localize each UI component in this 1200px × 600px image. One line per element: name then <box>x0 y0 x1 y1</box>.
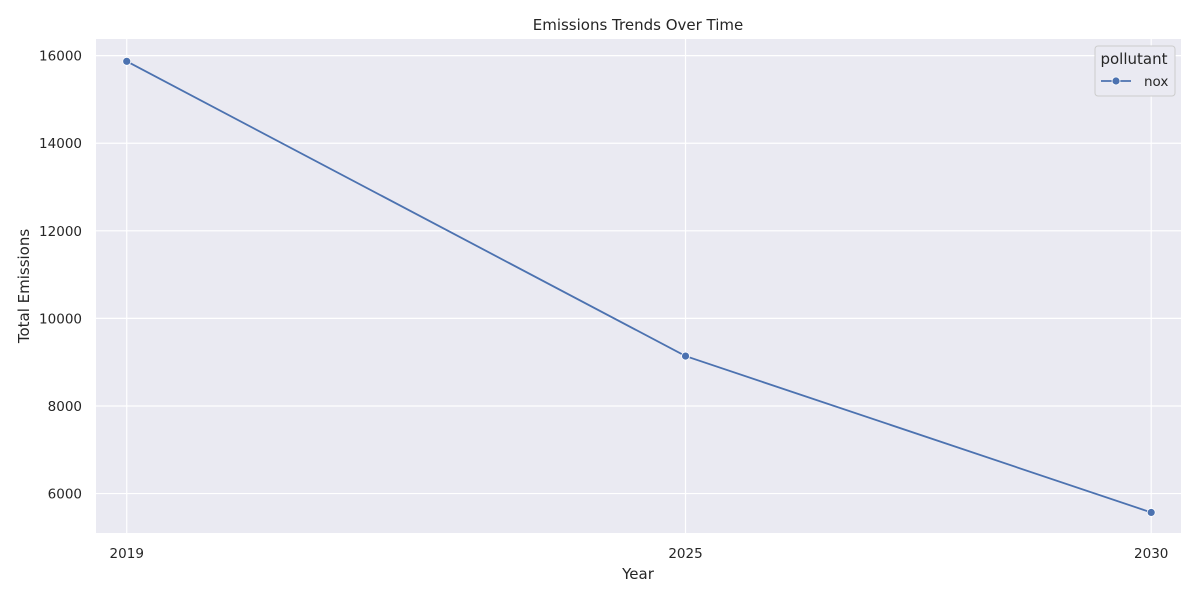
series-layer <box>122 56 1156 517</box>
x-tick-label: 2019 <box>110 546 144 562</box>
legend-series-marker <box>1111 76 1121 86</box>
y-tick-label: 10000 <box>39 311 82 327</box>
legend: pollutant nox <box>1094 45 1176 97</box>
gridlines <box>96 39 1181 533</box>
data-point <box>122 56 132 66</box>
x-tick-label: 2025 <box>668 546 702 562</box>
y-tick-label: 16000 <box>39 49 82 65</box>
data-point <box>1146 508 1156 517</box>
y-axis-label: Total Emissions <box>15 229 33 345</box>
y-tick-label: 8000 <box>48 399 82 415</box>
y-tick-label: 14000 <box>39 136 82 152</box>
plot-area <box>96 39 1181 533</box>
legend-title: pollutant <box>1100 50 1167 68</box>
x-tick-label: 2030 <box>1134 546 1168 562</box>
chart-title: Emissions Trends Over Time <box>533 16 744 34</box>
legend-series-label: nox <box>1144 74 1168 90</box>
y-tick-label: 12000 <box>39 224 82 240</box>
y-tick-label: 6000 <box>48 487 82 503</box>
x-axis-label: Year <box>621 565 655 583</box>
tick-labels: 2019 2025 2030 6000 8000 10000 12000 14000 16000 <box>39 49 1168 562</box>
data-point <box>681 351 690 361</box>
